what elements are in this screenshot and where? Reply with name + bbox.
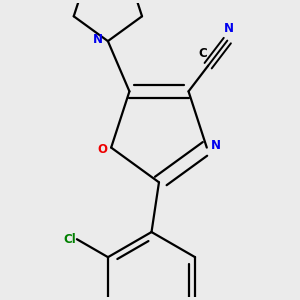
Text: N: N — [211, 139, 221, 152]
Text: C: C — [198, 47, 207, 60]
Text: O: O — [97, 143, 107, 156]
Text: Cl: Cl — [63, 233, 76, 246]
Text: N: N — [224, 22, 234, 35]
Text: N: N — [93, 33, 103, 46]
